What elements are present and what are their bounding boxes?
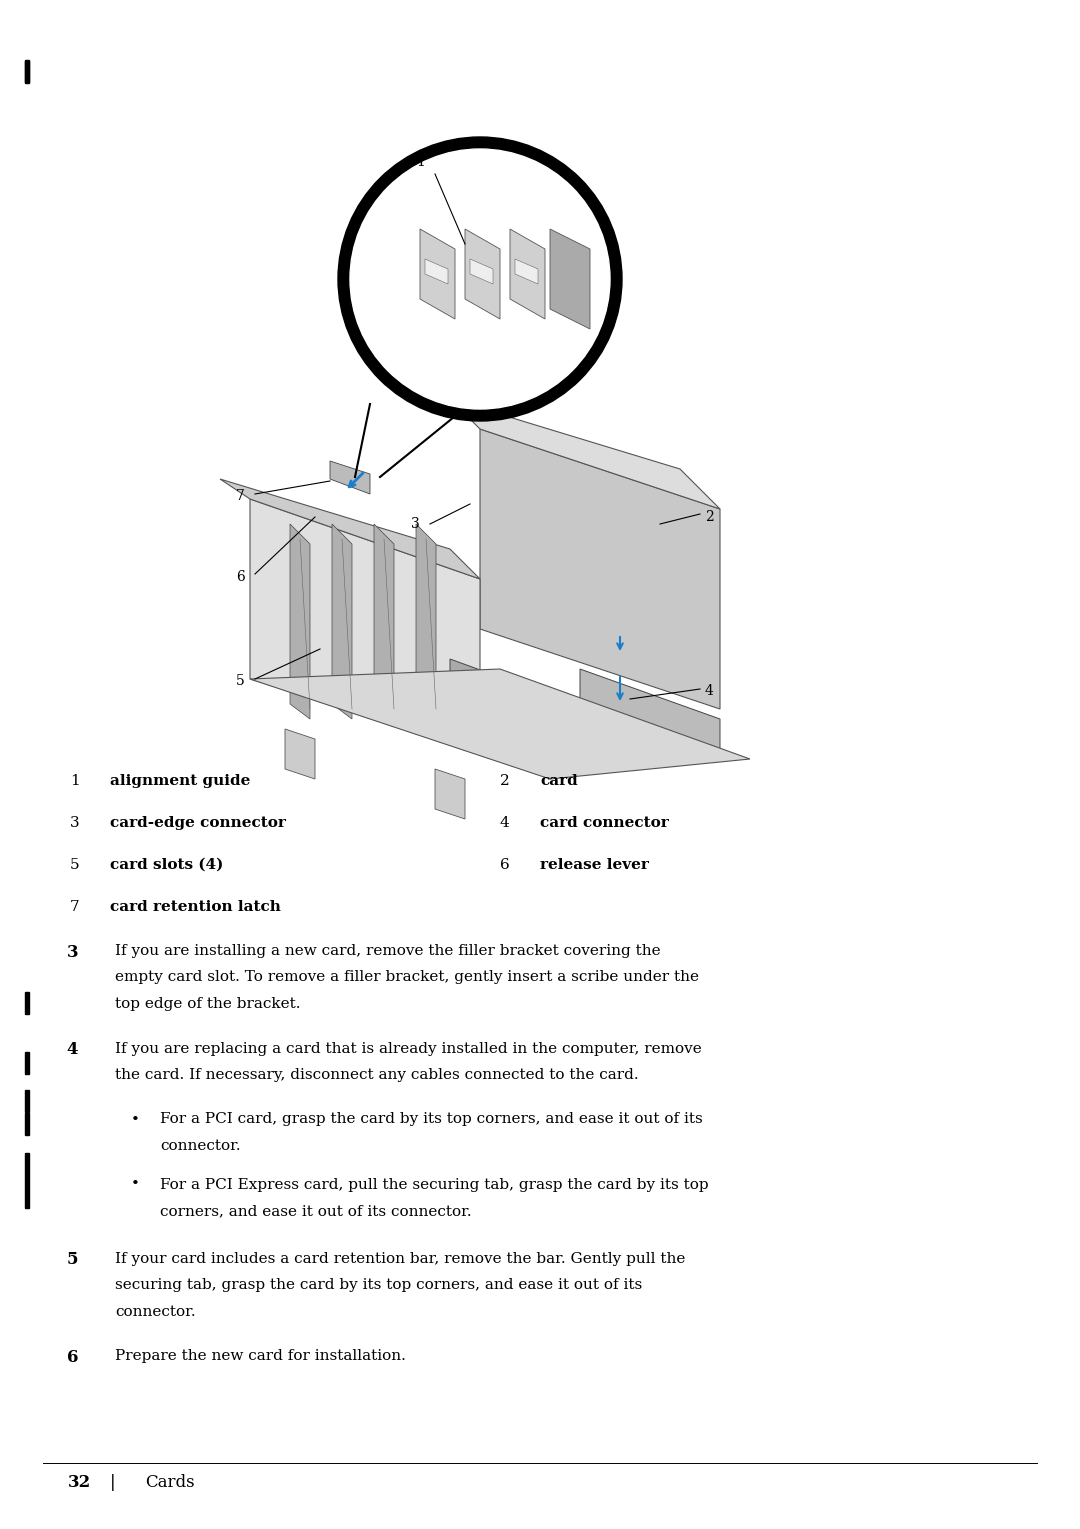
Text: 6: 6 [67, 1349, 78, 1365]
Polygon shape [550, 229, 590, 329]
Polygon shape [450, 399, 720, 509]
Text: If you are replacing a card that is already installed in the computer, remove: If you are replacing a card that is alre… [114, 1041, 702, 1055]
Bar [25, 992, 29, 1014]
Text: 6: 6 [237, 570, 245, 584]
Bar [25, 1052, 29, 1073]
Polygon shape [450, 659, 561, 739]
Polygon shape [249, 670, 750, 778]
Text: corners, and ease it out of its connector.: corners, and ease it out of its connecto… [160, 1203, 472, 1219]
Text: Cards: Cards [145, 1474, 194, 1491]
Polygon shape [332, 524, 352, 719]
Text: 4: 4 [500, 816, 510, 830]
Text: 4: 4 [67, 1041, 78, 1058]
Text: 3: 3 [411, 517, 420, 531]
Text: If your card includes a card retention bar, remove the bar. Gently pull the: If your card includes a card retention b… [114, 1252, 686, 1266]
Polygon shape [465, 229, 500, 320]
Text: •: • [131, 1113, 139, 1127]
Text: securing tab, grasp the card by its top corners, and ease it out of its: securing tab, grasp the card by its top … [114, 1278, 643, 1292]
Text: card slots (4): card slots (4) [110, 858, 224, 872]
Text: 2: 2 [500, 774, 510, 787]
Text: card-edge connector: card-edge connector [110, 816, 286, 830]
Text: the card. If necessary, disconnect any cables connected to the card.: the card. If necessary, disconnect any c… [114, 1067, 638, 1083]
Text: connector.: connector. [114, 1304, 195, 1318]
Polygon shape [220, 479, 480, 579]
Polygon shape [291, 524, 310, 719]
Polygon shape [480, 430, 720, 709]
Polygon shape [416, 524, 436, 719]
Bar [25, 61, 29, 83]
Text: 5: 5 [67, 1252, 78, 1269]
Text: top edge of the bracket.: top edge of the bracket. [114, 997, 300, 1011]
Text: 3: 3 [70, 816, 80, 830]
Polygon shape [285, 729, 315, 778]
Circle shape [338, 138, 622, 420]
Text: 2: 2 [705, 511, 714, 524]
Text: 32: 32 [68, 1474, 91, 1491]
Text: 3: 3 [66, 943, 78, 962]
Text: For a PCI card, grasp the card by its top corners, and ease it out of its: For a PCI card, grasp the card by its to… [160, 1113, 703, 1127]
Text: 4: 4 [705, 683, 714, 699]
Bar [25, 1153, 29, 1208]
Text: If you are installing a new card, remove the filler bracket covering the: If you are installing a new card, remove… [114, 943, 661, 959]
Text: 7: 7 [70, 901, 80, 914]
Bar [25, 60, 29, 83]
Text: 1: 1 [70, 774, 80, 787]
Bar [25, 1113, 29, 1135]
Text: card: card [540, 774, 578, 787]
Bar [25, 1090, 29, 1112]
Text: 6: 6 [500, 858, 510, 872]
Polygon shape [435, 769, 465, 820]
Polygon shape [510, 229, 545, 320]
Polygon shape [580, 670, 720, 758]
Text: 5: 5 [237, 674, 245, 688]
Text: 5: 5 [70, 858, 80, 872]
Text: 7: 7 [237, 489, 245, 503]
Polygon shape [470, 258, 492, 284]
Text: 1: 1 [416, 154, 426, 170]
Circle shape [350, 148, 610, 408]
Polygon shape [515, 258, 538, 284]
Text: card connector: card connector [540, 816, 669, 830]
Polygon shape [420, 229, 455, 320]
Text: card retention latch: card retention latch [110, 901, 281, 914]
Text: For a PCI Express card, pull the securing tab, grasp the card by its top: For a PCI Express card, pull the securin… [160, 1177, 708, 1191]
Polygon shape [426, 258, 448, 284]
Polygon shape [330, 462, 370, 494]
Polygon shape [374, 524, 394, 719]
Text: connector.: connector. [160, 1139, 241, 1153]
Text: Prepare the new card for installation.: Prepare the new card for installation. [114, 1349, 406, 1362]
Text: •: • [131, 1177, 139, 1191]
Polygon shape [249, 498, 480, 749]
Text: |: | [110, 1474, 116, 1491]
Text: empty card slot. To remove a filler bracket, gently insert a scribe under the: empty card slot. To remove a filler brac… [114, 971, 699, 985]
Text: alignment guide: alignment guide [110, 774, 251, 787]
Text: release lever: release lever [540, 858, 649, 872]
